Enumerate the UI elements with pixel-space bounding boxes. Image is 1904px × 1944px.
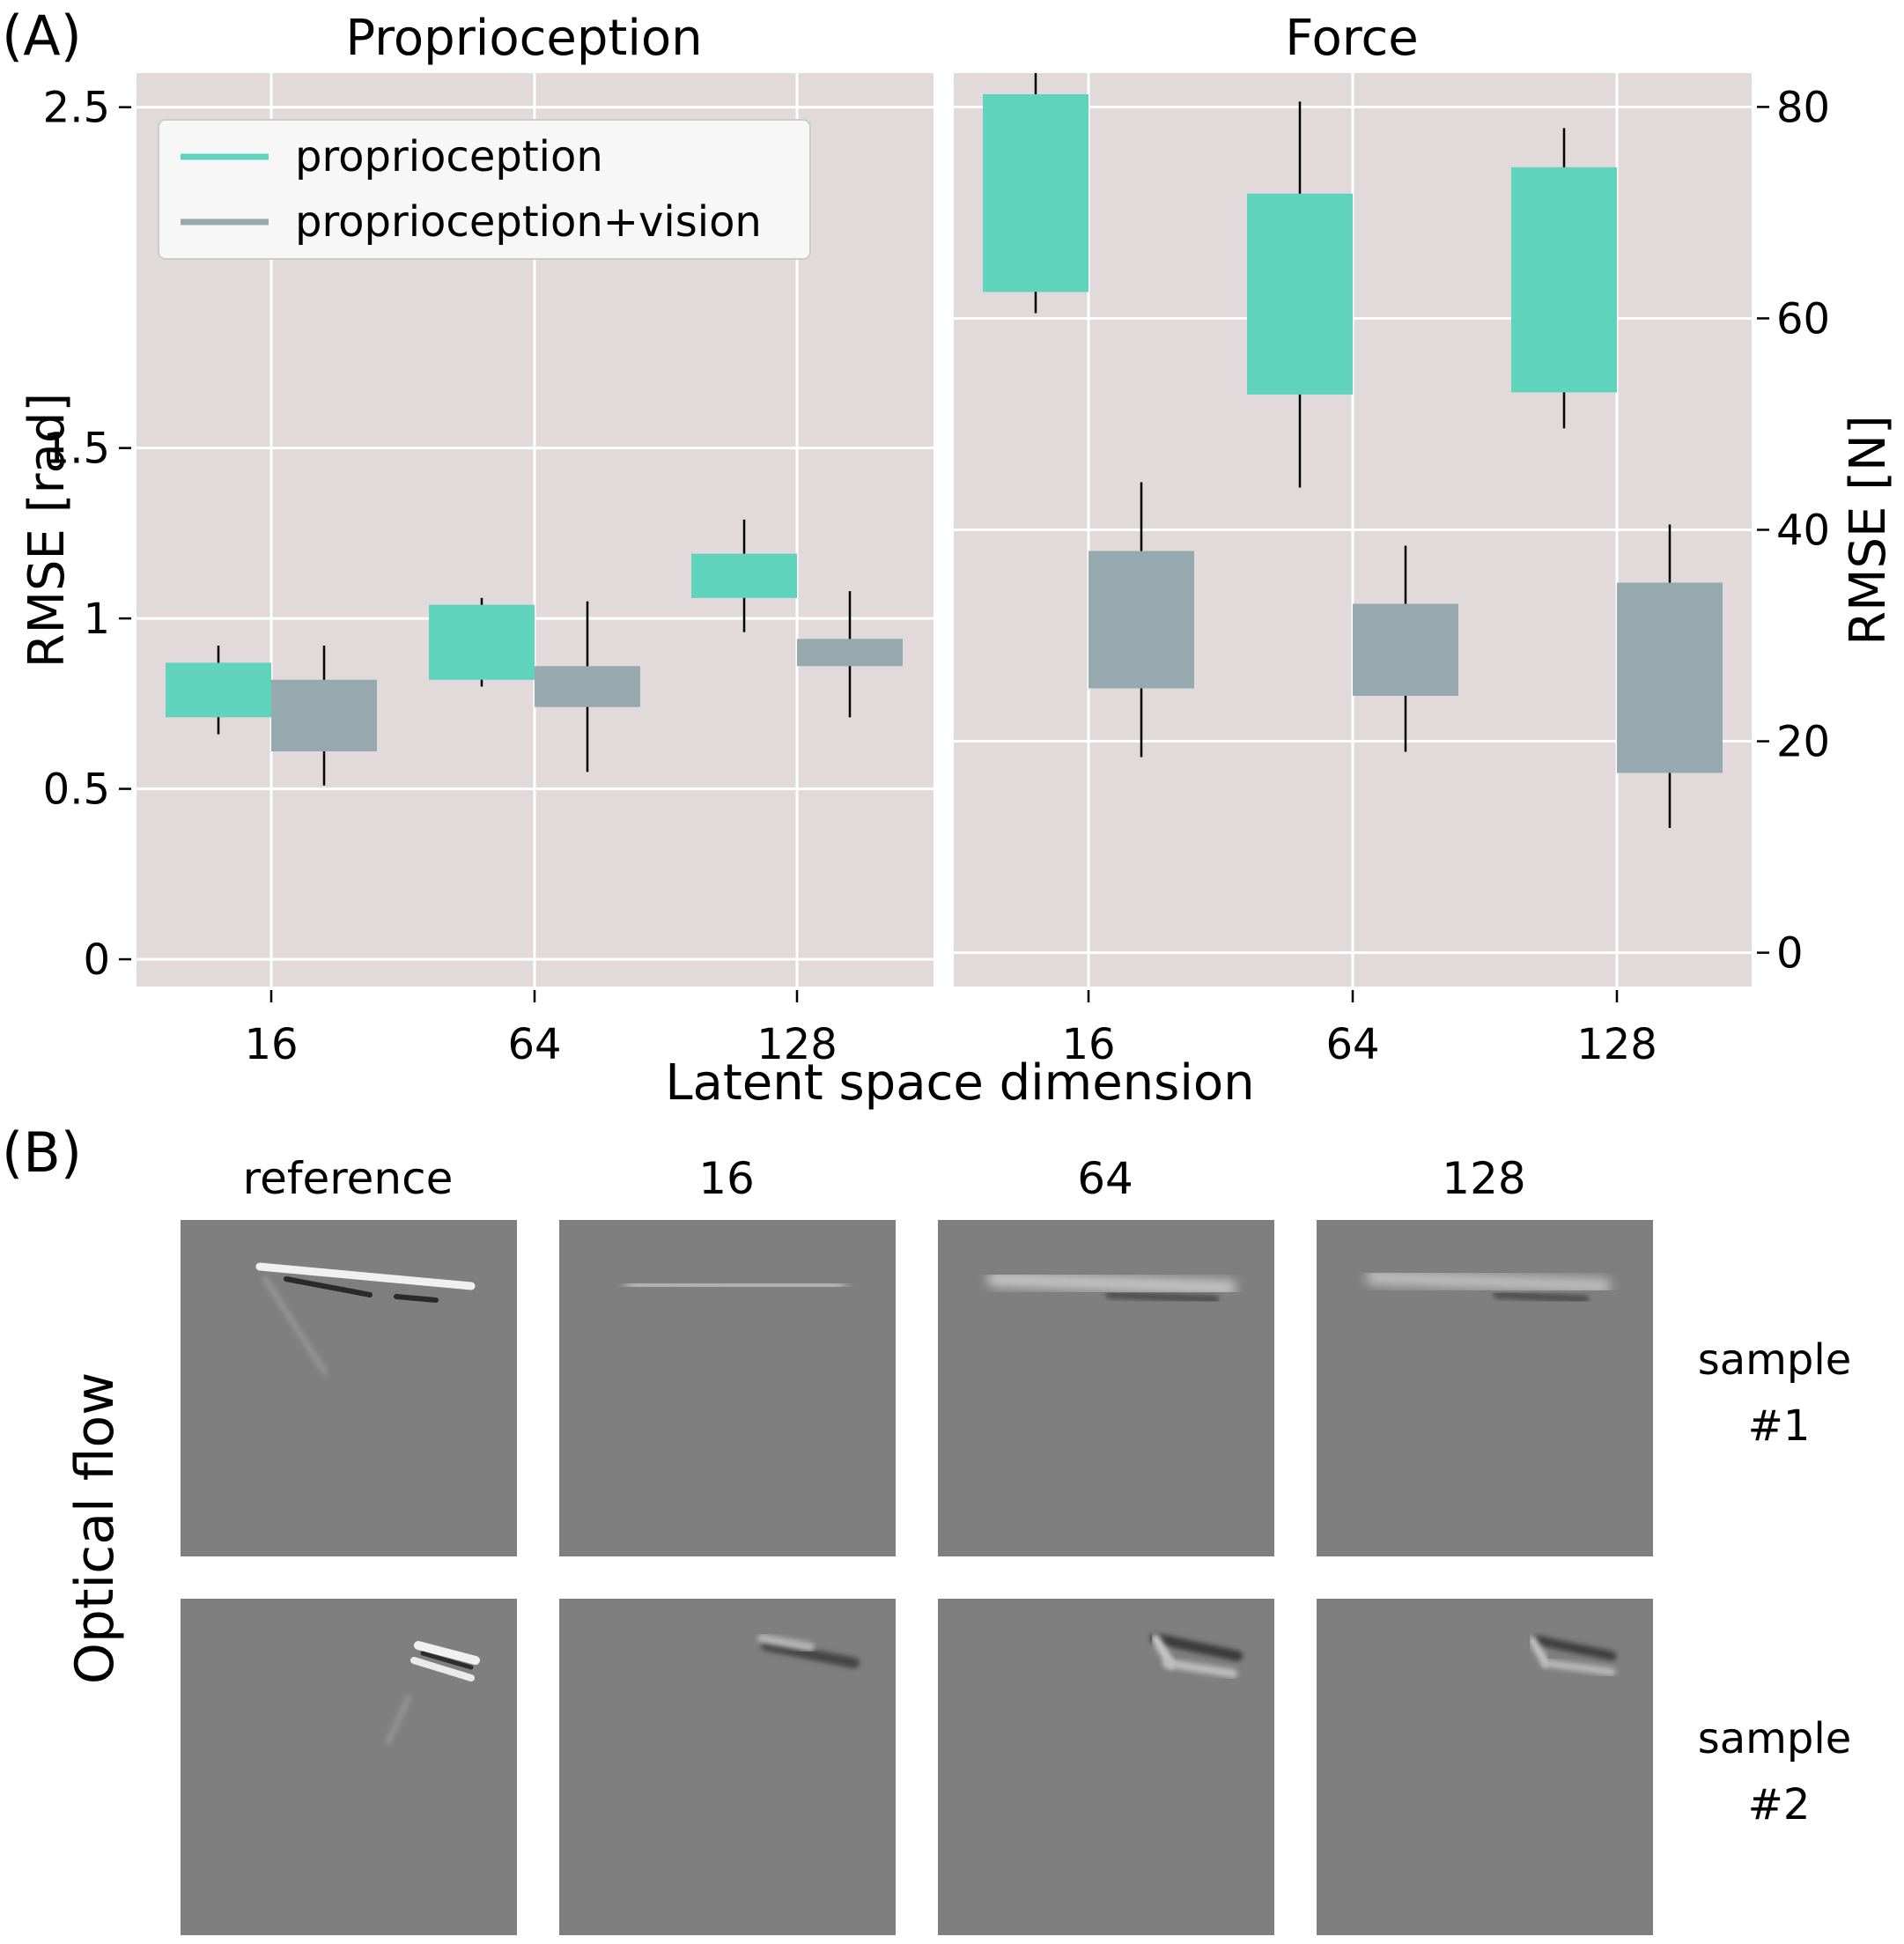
flow-tile-sample2-16 — [559, 1599, 896, 1935]
x-axis-ticks-left: 16 64 128 — [244, 990, 838, 1069]
column-title-16: 16 — [698, 1153, 755, 1204]
force-plot: 0 20 40 60 80 16 64 128 Force RMSE [N] — [954, 10, 1897, 1069]
column-title-reference: reference — [243, 1153, 454, 1204]
flow-image — [181, 1220, 517, 1556]
flow-image — [559, 1220, 896, 1556]
box-proprioception-vision-16 — [271, 679, 377, 752]
box-proprioception-128 — [691, 553, 797, 598]
y-tick-label: 1.5 — [43, 425, 110, 474]
box-proprioception-vision-128 — [797, 639, 903, 667]
flow-tile-sample2-128 — [1317, 1599, 1653, 1935]
panel-b-label: (B) — [2, 1120, 82, 1185]
flow-tile-sample1-reference — [181, 1220, 517, 1556]
column-title-128: 128 — [1442, 1153, 1525, 1204]
flow-tile-sample1-16 — [559, 1220, 896, 1556]
y-tick-label: 60 — [1776, 294, 1830, 344]
box-proprioception-128 — [1511, 166, 1617, 393]
x-tick-label: 64 — [1325, 1020, 1379, 1069]
y-tick-label: 40 — [1776, 506, 1830, 556]
plot-title-proprioception: Proprioception — [345, 10, 702, 67]
x-axis-label: Latent space dimension — [665, 1054, 1254, 1112]
flow-tile-sample1-64 — [938, 1220, 1274, 1556]
flow-image — [938, 1220, 1274, 1556]
y-axis-label-right: RMSE [N] — [1840, 415, 1897, 646]
box-proprioception-16 — [983, 94, 1089, 292]
y-tick-label: 80 — [1776, 83, 1830, 132]
box-proprioception-64 — [1247, 193, 1353, 395]
box-proprioception-vision-16 — [1089, 551, 1194, 689]
box-group — [166, 519, 903, 786]
legend-label-proprioception-vision: proprioception+vision — [295, 197, 762, 247]
flow-tile-sample2-64 — [938, 1599, 1274, 1935]
flow-tile-sample2-reference — [181, 1599, 517, 1935]
box-proprioception-vision-64 — [1353, 603, 1458, 696]
box-proprioception-16 — [166, 662, 271, 718]
plot-title-force: Force — [1285, 10, 1419, 67]
flow-image — [1317, 1220, 1653, 1556]
x-tick-label: 128 — [756, 1020, 838, 1069]
box-group — [983, 73, 1723, 828]
flow-tile-sample1-128 — [1317, 1220, 1653, 1556]
legend-frame — [158, 119, 811, 260]
panel-a-label: (A) — [2, 4, 82, 68]
y-axis-ticks-right: 0 20 40 60 80 — [1757, 83, 1830, 979]
x-tick-label: 16 — [244, 1020, 298, 1069]
flow-image — [559, 1599, 896, 1935]
legend: proprioception proprioception+vision — [158, 119, 811, 260]
x-tick-label: 64 — [507, 1020, 561, 1069]
y-tick-label: 0 — [83, 935, 110, 985]
row-axis-label: Optical flow — [64, 1372, 126, 1685]
y-tick-label: 1 — [83, 595, 110, 644]
box-proprioception-64 — [429, 604, 535, 680]
x-tick-label: 128 — [1576, 1020, 1657, 1069]
row-label-sample-2-line2: #2 — [1748, 1780, 1811, 1829]
legend-label-proprioception: proprioception — [295, 132, 603, 181]
y-tick-label: 0 — [1776, 929, 1804, 979]
y-axis-label-left: RMSE [rad] — [18, 393, 76, 669]
box-proprioception-vision-64 — [535, 666, 640, 707]
box-proprioception-vision-128 — [1617, 582, 1723, 773]
row-label-sample-1-line1: sample — [1698, 1335, 1852, 1385]
row-label-sample-2-line1: sample — [1698, 1714, 1852, 1763]
y-tick-label: 20 — [1776, 718, 1830, 767]
x-tick-label: 16 — [1061, 1020, 1115, 1069]
y-tick-label: 2.5 — [43, 84, 110, 133]
x-axis-ticks-right: 16 64 128 — [1061, 990, 1657, 1069]
y-tick-label: 0.5 — [43, 765, 110, 815]
flow-image — [181, 1599, 517, 1935]
column-title-64: 64 — [1077, 1153, 1133, 1204]
y-axis-ticks-left: 0 0.5 1 1.5 2.5 — [43, 84, 131, 985]
row-label-sample-1-line2: #1 — [1748, 1401, 1811, 1451]
